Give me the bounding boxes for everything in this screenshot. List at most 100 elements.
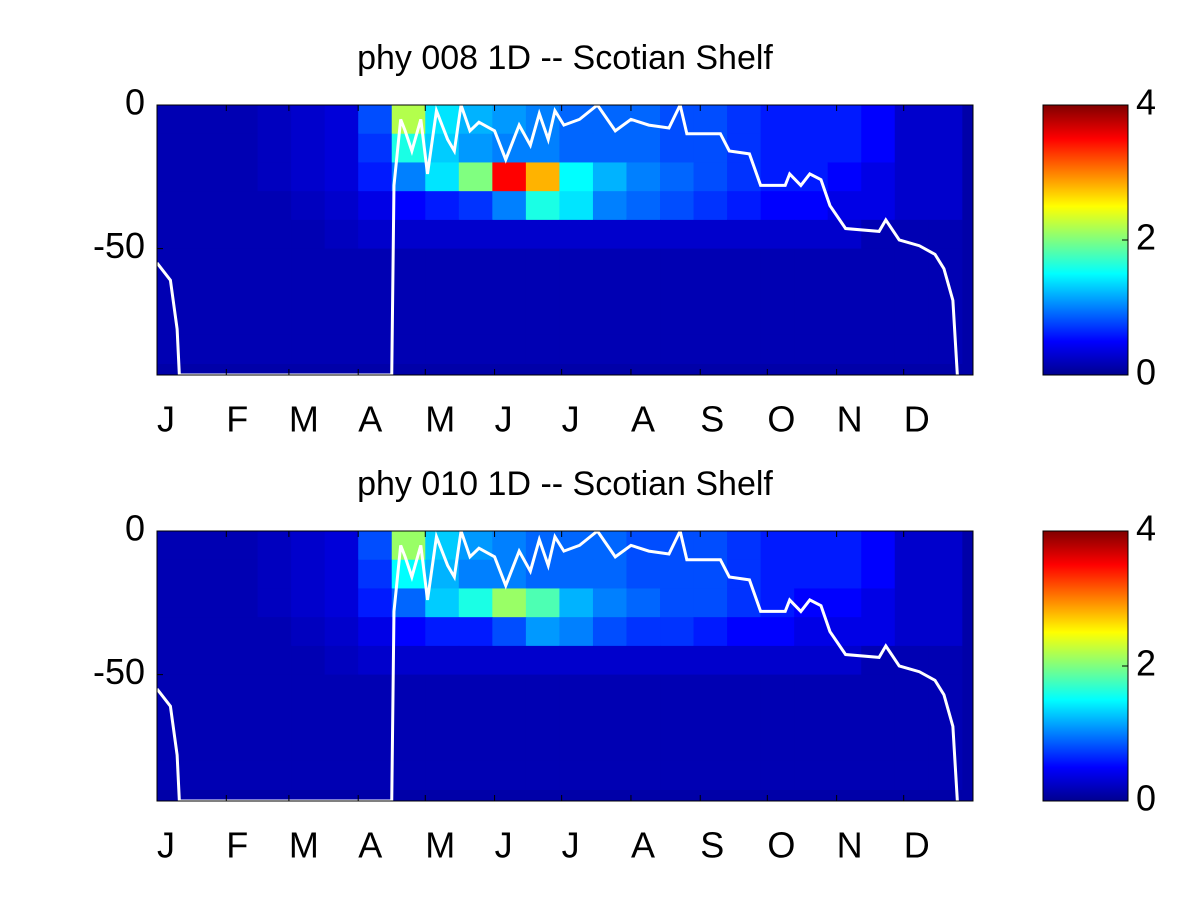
heatmap-cell <box>525 162 560 192</box>
heatmap-cell <box>224 645 259 676</box>
heatmap-cell <box>224 559 259 589</box>
heatmap-cell <box>928 133 963 163</box>
heatmap-cell <box>794 306 829 336</box>
heatmap-cell <box>693 617 728 647</box>
heatmap-cell <box>693 334 728 365</box>
heatmap-cell <box>794 760 829 791</box>
heatmap-cell <box>391 674 426 704</box>
heatmap-cell <box>861 674 896 704</box>
heatmap-cell <box>492 306 527 336</box>
heatmap-cell <box>458 760 493 791</box>
heatmap-cell <box>928 277 963 307</box>
heatmap-cell <box>458 703 493 733</box>
heatmap-cell <box>928 531 963 561</box>
heatmap-cell <box>626 674 661 704</box>
heatmap-cell <box>794 219 829 250</box>
heatmap-cell <box>894 248 929 278</box>
heatmap-cell <box>660 248 695 278</box>
heatmap-cell <box>592 306 627 336</box>
heatmap-cell <box>626 645 661 676</box>
heatmap-cell <box>358 531 393 561</box>
heatmap-cell <box>827 531 862 561</box>
heatmap-cell <box>324 248 359 278</box>
heatmap-cell <box>626 617 661 647</box>
heatmap-cell <box>928 105 963 135</box>
heatmap-cell <box>291 645 326 676</box>
heatmap-cell <box>358 674 393 704</box>
heatmap-cell <box>861 559 896 589</box>
x-tick-label: D <box>904 825 930 866</box>
heatmap-cell <box>827 277 862 307</box>
heatmap-cell <box>492 588 527 618</box>
heatmap-cell <box>425 277 460 307</box>
x-tick-label: A <box>358 825 382 866</box>
heatmap-cell <box>794 617 829 647</box>
colorbar-tick-label: 2 <box>1136 643 1156 684</box>
heatmap-cell <box>727 617 762 647</box>
heatmap-cell <box>157 105 192 135</box>
heatmap-cell <box>693 248 728 278</box>
heatmap-cell <box>391 219 426 250</box>
heatmap-cell <box>861 248 896 278</box>
heatmap-cell <box>324 588 359 618</box>
heatmap-cell <box>358 703 393 733</box>
heatmap-cell <box>727 191 762 221</box>
heatmap-cell <box>794 559 829 589</box>
heatmap-cell <box>492 760 527 791</box>
heatmap-cell <box>257 531 292 561</box>
heatmap-cell <box>324 191 359 221</box>
heatmap-cell <box>492 645 527 676</box>
heatmap-cell <box>794 133 829 163</box>
heatmap-cell <box>861 732 896 762</box>
heatmap-cell <box>827 105 862 135</box>
heatmap-cell <box>827 588 862 618</box>
heatmap-cell <box>224 732 259 762</box>
heatmap-cell <box>257 674 292 704</box>
heatmap-cell <box>928 306 963 336</box>
x-tick-label: J <box>562 399 580 440</box>
heatmap-cell <box>358 306 393 336</box>
heatmap-cell <box>257 617 292 647</box>
heatmap-cell <box>157 559 192 589</box>
heatmap-cell <box>492 617 527 647</box>
heatmap-cell <box>458 219 493 250</box>
heatmap-cell <box>894 703 929 733</box>
heatmap-cell <box>626 732 661 762</box>
heatmap-cell <box>626 334 661 365</box>
heatmap-cell <box>391 277 426 307</box>
heatmap-cell <box>794 248 829 278</box>
heatmap-cell <box>324 617 359 647</box>
heatmap-cell <box>592 531 627 561</box>
heatmap-cell <box>827 645 862 676</box>
heatmap-cell <box>861 617 896 647</box>
heatmap-cell <box>391 248 426 278</box>
heatmap-cell <box>861 588 896 618</box>
heatmap-cell <box>425 703 460 733</box>
heatmap-cell <box>257 306 292 336</box>
colorbar-tick-label: 2 <box>1136 217 1156 258</box>
heatmap-cell <box>291 105 326 135</box>
colorbar <box>1042 530 1129 802</box>
heatmap-cell <box>157 133 192 163</box>
y-tick-label: 0 <box>125 508 145 549</box>
heatmap-cell <box>559 559 594 589</box>
heatmap-cell <box>626 703 661 733</box>
heatmap-cell <box>827 248 862 278</box>
heatmap-cell <box>894 559 929 589</box>
heatmap-cell <box>458 732 493 762</box>
heatmap-cell <box>190 703 225 733</box>
heatmap-cell <box>257 588 292 618</box>
heatmap-cell <box>157 674 192 704</box>
heatmap-cell <box>425 334 460 365</box>
heatmap-cell <box>928 703 963 733</box>
heatmap-cell <box>727 162 762 192</box>
heatmap-cell <box>760 248 795 278</box>
heatmap-cell <box>592 760 627 791</box>
colorbar-tick-label: 0 <box>1136 352 1156 393</box>
heatmap-cell <box>861 760 896 791</box>
heatmap-cell <box>391 617 426 647</box>
heatmap-cell <box>827 617 862 647</box>
heatmap-cell <box>760 191 795 221</box>
heatmap-cell <box>525 703 560 733</box>
heatmap-cell <box>794 105 829 135</box>
